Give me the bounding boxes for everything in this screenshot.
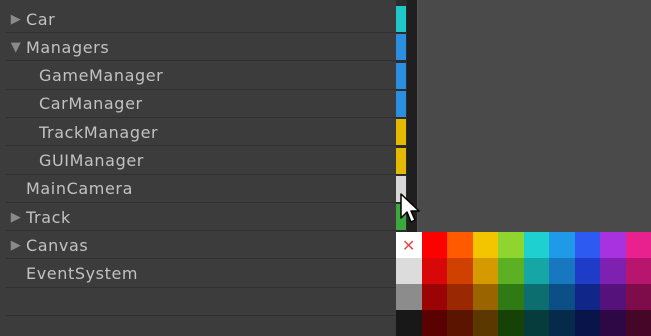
palette-color-cell[interactable] (498, 258, 524, 284)
hierarchy-item[interactable]: ▶ Car (6, 6, 396, 33)
palette-color-cell[interactable] (472, 310, 498, 336)
palette-color-cell[interactable] (421, 310, 447, 336)
hierarchy-item-label: Managers (26, 37, 110, 57)
palette-color-cell[interactable] (600, 232, 626, 258)
palette-color-cell[interactable] (625, 310, 651, 336)
palette-color-cell[interactable] (421, 232, 447, 258)
palette-color-cell[interactable] (472, 232, 498, 258)
hierarchy-item[interactable]: ▼ Managers (6, 34, 396, 62)
hierarchy-item-label: Track (26, 207, 71, 227)
no-color-option[interactable]: ✕ (396, 232, 422, 258)
hierarchy-item[interactable]: ▶ Canvas (6, 232, 396, 260)
palette-color-cell[interactable] (396, 258, 422, 284)
palette-color-cell[interactable] (447, 258, 473, 284)
palette-color-cell[interactable] (549, 258, 575, 284)
color-label-swatch[interactable] (396, 6, 406, 32)
palette-color-cell[interactable] (396, 310, 422, 336)
hierarchy-item-label: Canvas (26, 235, 89, 255)
palette-color-cell[interactable] (421, 284, 447, 310)
hierarchy-item[interactable]: CarManager (6, 91, 396, 118)
palette-color-cell[interactable] (498, 284, 524, 310)
palette-color-cell[interactable] (472, 284, 498, 310)
hierarchy-item[interactable]: EventSystem (6, 261, 396, 288)
hierarchy-item-label: GUIManager (39, 151, 144, 170)
palette-color-cell[interactable] (549, 232, 575, 258)
hierarchy-item-label: EventSystem (26, 264, 139, 284)
color-label-swatch[interactable] (396, 90, 406, 117)
hierarchy-item-label: Car (26, 9, 56, 29)
hierarchy-empty-row (6, 289, 396, 316)
palette-color-cell[interactable] (549, 310, 575, 336)
palette-color-cell[interactable] (574, 310, 600, 336)
palette-color-cell[interactable] (523, 232, 549, 258)
palette-color-cell[interactable] (600, 310, 626, 336)
collapsed-arrow-icon[interactable]: ▶ (10, 237, 22, 253)
palette-color-cell[interactable] (574, 232, 600, 258)
palette-color-cell[interactable] (625, 284, 651, 310)
hierarchy-item-label: GameManager (39, 66, 164, 86)
color-label-swatch[interactable] (396, 62, 406, 89)
hierarchy-item[interactable]: GameManager (6, 63, 396, 90)
palette-color-cell[interactable] (625, 258, 651, 284)
palette-color-cell[interactable] (447, 284, 473, 310)
color-label-swatch[interactable] (396, 34, 406, 61)
hierarchy-item[interactable]: GUIManager (6, 148, 396, 175)
panel-splitter[interactable] (406, 0, 417, 336)
palette-color-cell[interactable] (498, 310, 524, 336)
palette-color-cell[interactable] (447, 310, 473, 336)
palette-color-cell[interactable] (600, 284, 626, 310)
palette-color-cell[interactable] (574, 284, 600, 310)
palette-color-cell[interactable] (600, 258, 626, 284)
hierarchy-item-label: CarManager (39, 94, 143, 114)
hierarchy-panel: ▶ Car ▼ Managers GameManager CarManager TrackM… (6, 6, 396, 316)
palette-color-cell[interactable] (549, 284, 575, 310)
color-palette-popup: ✕ (396, 232, 651, 336)
palette-color-cell[interactable] (574, 258, 600, 284)
hierarchy-item[interactable]: ▶ Track (6, 204, 396, 232)
palette-color-cell[interactable] (625, 232, 651, 258)
palette-color-cell[interactable] (523, 310, 549, 336)
hierarchy-item[interactable]: MainCamera (6, 176, 396, 203)
mouse-cursor-icon (400, 193, 420, 223)
close-icon: ✕ (402, 235, 416, 255)
palette-color-cell[interactable] (523, 284, 549, 310)
collapsed-arrow-icon[interactable]: ▶ (10, 11, 22, 27)
palette-color-cell[interactable] (523, 258, 549, 284)
palette-color-cell[interactable] (472, 258, 498, 284)
color-label-swatch[interactable] (396, 147, 406, 174)
palette-color-cell[interactable] (421, 258, 447, 284)
palette-color-cell[interactable] (447, 232, 473, 258)
hierarchy-item-label: TrackManager (39, 122, 159, 142)
palette-color-cell[interactable] (396, 284, 422, 310)
palette-color-cell[interactable] (498, 232, 524, 258)
color-label-swatch[interactable] (396, 175, 406, 202)
collapsed-arrow-icon[interactable]: ▶ (10, 209, 22, 225)
hierarchy-item-label: MainCamera (26, 179, 133, 199)
hierarchy-item[interactable]: TrackManager (6, 119, 396, 147)
color-label-swatch[interactable] (396, 119, 406, 146)
expanded-arrow-icon[interactable]: ▼ (10, 39, 22, 55)
